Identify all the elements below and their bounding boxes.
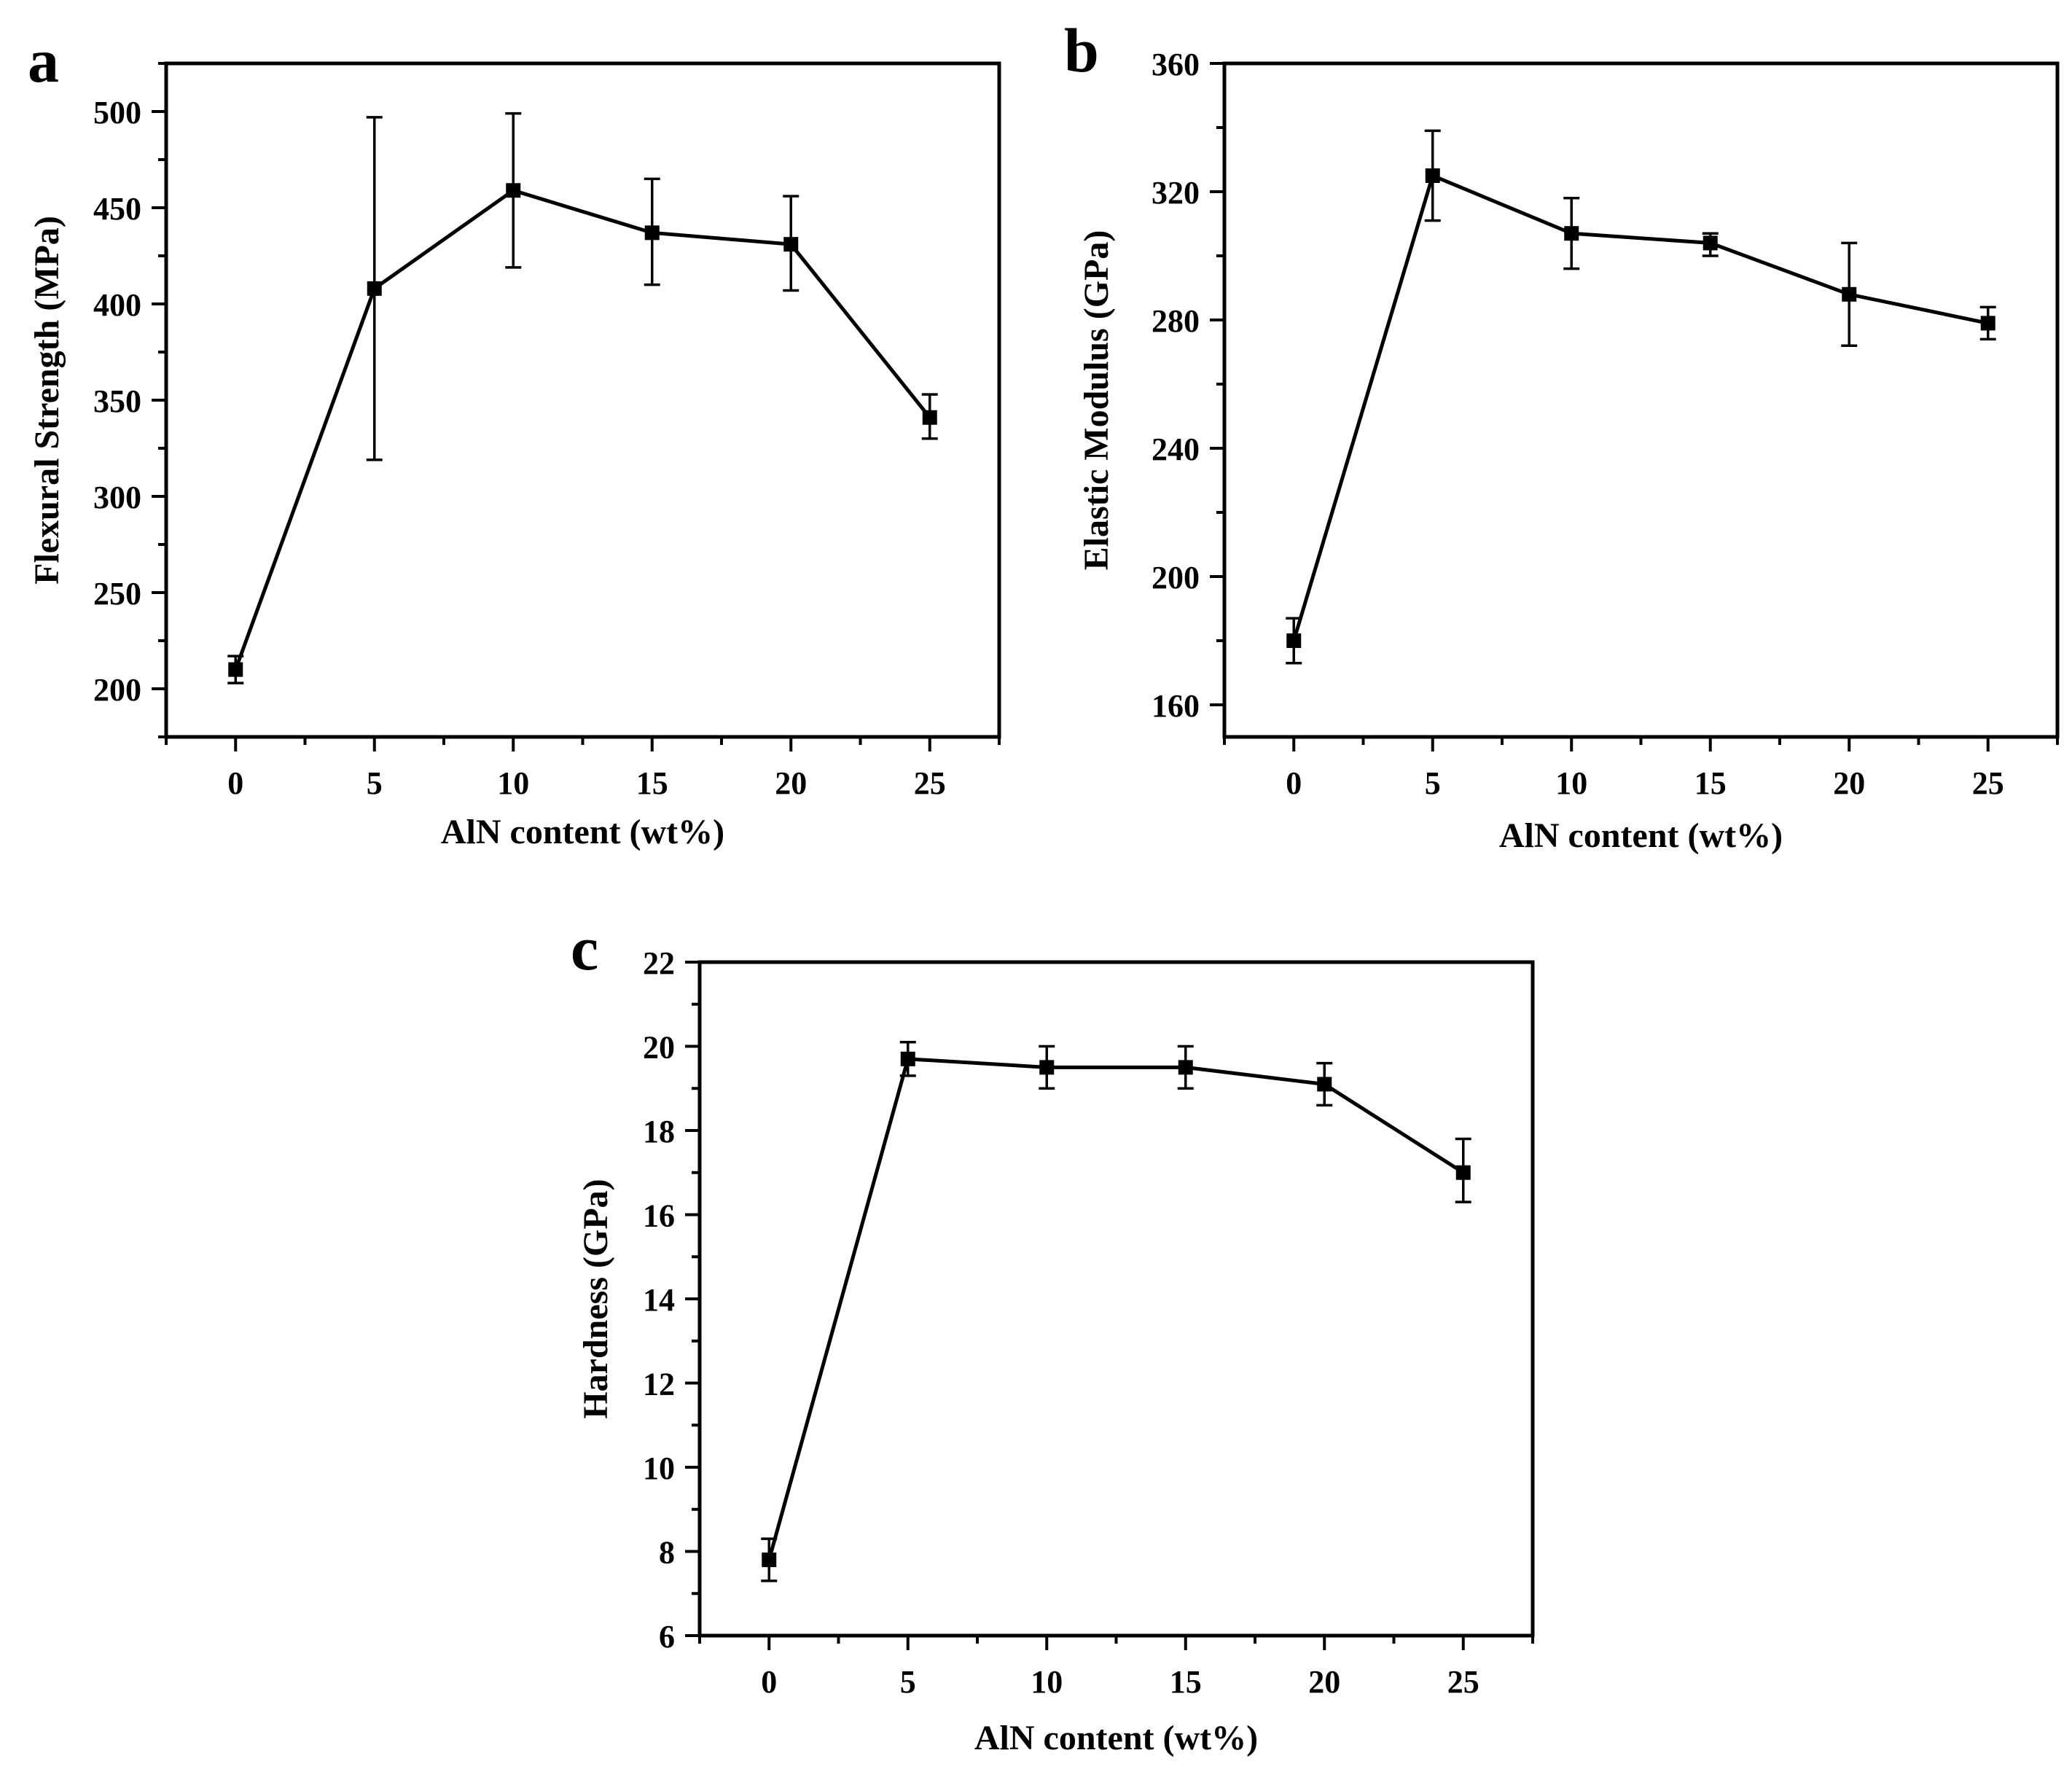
panel-c-plot-frame — [697, 960, 1535, 1638]
panel-a-y-tick-label: 450 — [93, 191, 141, 227]
panel-c-data-point — [1178, 1060, 1193, 1075]
panel-b-x-tick-label: 20 — [1833, 765, 1865, 801]
panel-b-y-tick-label: 360 — [1152, 47, 1200, 82]
panel-c-marks: 0 5 10 15 20 25 6 8 10 12 14 16 18 20 22 — [643, 945, 1534, 1700]
panel-b-data-point — [1702, 235, 1718, 251]
panel-c: c 0 5 10 15 20 25 6 8 10 12 14 16 18 20 22 AlN content… — [571, 913, 1535, 1757]
panel-a-data-point — [644, 225, 660, 241]
panel-b: b 0 5 10 15 20 25 160 200 240 280 320 360 AlN conte… — [1064, 15, 2060, 855]
panel-b-x-tick-label: 0 — [1286, 765, 1302, 801]
panel-a-x-tick-label: 25 — [914, 765, 946, 801]
panel-c-y-tick-label: 8 — [659, 1535, 675, 1571]
panel-a-x-tick-label: 0 — [227, 765, 243, 801]
panel-b-y-axis-label: Elastic Modulus (GPa) — [1077, 230, 1116, 571]
panel-b-marks: 0 5 10 15 20 25 160 200 240 280 320 360 — [1152, 47, 2059, 801]
panel-a-y-axis-label: Flexural Strength (MPa) — [28, 216, 66, 585]
panel-b-x-tick-label: 25 — [1972, 765, 2004, 801]
panel-c-y-axis-label: Hardness (GPa) — [576, 1179, 615, 1418]
panel-a-plot-frame — [164, 61, 1001, 739]
panel-c-y-tick-label: 14 — [643, 1282, 675, 1318]
panel-c-data-point — [1039, 1060, 1055, 1075]
panel-c-data-point — [762, 1553, 777, 1568]
panel-a-letter: a — [28, 26, 59, 95]
panel-b-plot-frame — [1222, 61, 2060, 739]
panel-c-y-tick-label: 12 — [643, 1367, 675, 1402]
panel-b-data-point — [1980, 316, 1995, 331]
panel-c-x-tick-label: 25 — [1447, 1664, 1479, 1700]
panel-a-data-point — [228, 662, 243, 677]
panel-c-letter: c — [571, 913, 598, 983]
panel-a-series-line — [233, 188, 931, 671]
panel-c-data-point — [900, 1051, 915, 1066]
panel-a-x-tick-label: 20 — [775, 765, 807, 801]
panel-c-x-tick-label: 20 — [1308, 1664, 1340, 1700]
panel-c-y-tick-label: 16 — [643, 1198, 675, 1234]
panel-a-marks: 0 5 10 15 20 25 200 250 300 350 400 450 500 — [93, 62, 1001, 801]
panel-a-data-point — [922, 410, 937, 425]
panel-a-data-point — [367, 281, 382, 296]
panel-a-x-tick-label: 5 — [367, 765, 383, 801]
panel-b-series-line — [1291, 173, 1989, 641]
panel-a-y-tick-label: 350 — [93, 383, 141, 419]
panel-c-y-tick-label: 18 — [643, 1114, 675, 1149]
panel-b-letter: b — [1064, 15, 1099, 85]
panel-a-data-point — [783, 237, 799, 252]
panel-a-x-axis-label: AlN content (wt%) — [441, 813, 724, 851]
panel-a-y-tick-label: 250 — [93, 576, 141, 612]
panel-c-x-tick-label: 10 — [1031, 1664, 1063, 1700]
panel-b-x-tick-label: 15 — [1694, 765, 1727, 801]
panel-b-x-axis-label: AlN content (wt%) — [1499, 816, 1783, 855]
panel-b-data-point — [1842, 286, 1857, 302]
panel-c-data-point — [1455, 1165, 1471, 1180]
panel-a-data-point — [506, 183, 521, 198]
panel-b-data-point — [1564, 226, 1579, 241]
panel-b-x-tick-label: 5 — [1425, 765, 1441, 801]
panel-a-y-tick-label: 400 — [93, 287, 141, 323]
panel-a-y-tick-label: 300 — [93, 480, 141, 515]
panel-c-y-tick-label: 10 — [643, 1450, 675, 1486]
panel-c-series-line — [767, 1057, 1465, 1561]
panel-c-x-tick-label: 15 — [1170, 1664, 1202, 1700]
panel-b-data-point — [1286, 633, 1302, 648]
panel-a: a 0 5 10 15 20 25 200 250 300 350 400 450 500 AlN co… — [28, 26, 1001, 851]
panel-c-x-axis-label: AlN content (wt%) — [974, 1719, 1258, 1757]
panel-c-x-tick-label: 5 — [900, 1664, 916, 1700]
panel-a-x-tick-label: 10 — [497, 765, 529, 801]
panel-b-y-tick-label: 240 — [1152, 431, 1200, 467]
panel-b-data-point — [1425, 168, 1440, 183]
panel-c-x-tick-label: 0 — [761, 1664, 777, 1700]
panel-a-y-tick-label: 200 — [93, 672, 141, 708]
panel-b-y-tick-label: 280 — [1152, 303, 1200, 339]
panel-c-data-point — [1317, 1077, 1332, 1092]
panel-b-y-tick-label: 200 — [1152, 560, 1200, 595]
panel-b-x-tick-label: 10 — [1555, 765, 1587, 801]
panel-c-y-tick-label: 6 — [659, 1619, 675, 1655]
panel-c-y-tick-label: 22 — [643, 945, 675, 981]
panel-a-y-tick-label: 500 — [93, 95, 141, 130]
panel-a-x-tick-label: 15 — [636, 765, 668, 801]
panel-b-y-tick-label: 160 — [1152, 688, 1200, 724]
panel-b-y-tick-label: 320 — [1152, 175, 1200, 211]
panel-c-y-tick-label: 20 — [643, 1030, 675, 1066]
